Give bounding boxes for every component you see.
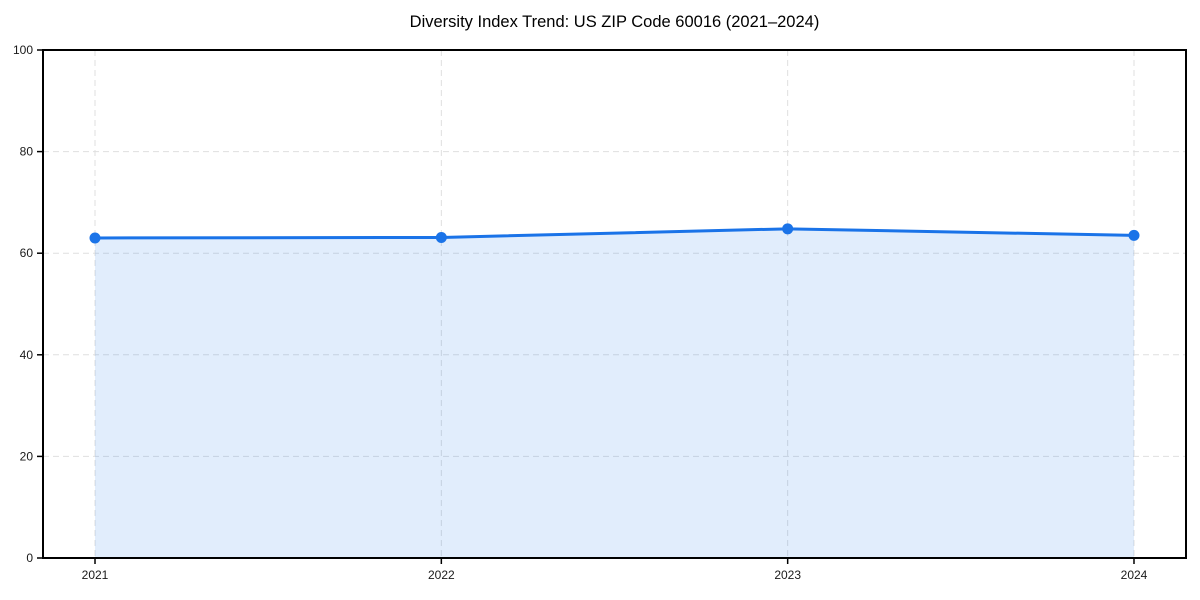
x-tick-label: 2024 [1121,568,1148,582]
data-point-marker [435,231,447,243]
data-point-marker [89,232,101,244]
x-tick-label: 2022 [428,568,455,582]
trend-line [93,227,1136,240]
chart-title: Diversity Index Trend: US ZIP Code 60016… [409,13,820,31]
x-tick-label: 2021 [82,568,109,582]
x-tick-label: 2023 [774,568,801,582]
y-tick-label: 80 [20,145,34,159]
y-tick-label: 20 [20,449,34,463]
y-tick-label: 100 [13,43,33,57]
axis-frame [42,49,1187,559]
y-tick-label: 60 [20,246,34,260]
data-point-marker [1128,229,1140,241]
y-tick-label: 0 [26,551,33,565]
y-tick-label: 40 [20,348,34,362]
data-point-marker [782,223,794,235]
area-fill [95,228,1134,559]
